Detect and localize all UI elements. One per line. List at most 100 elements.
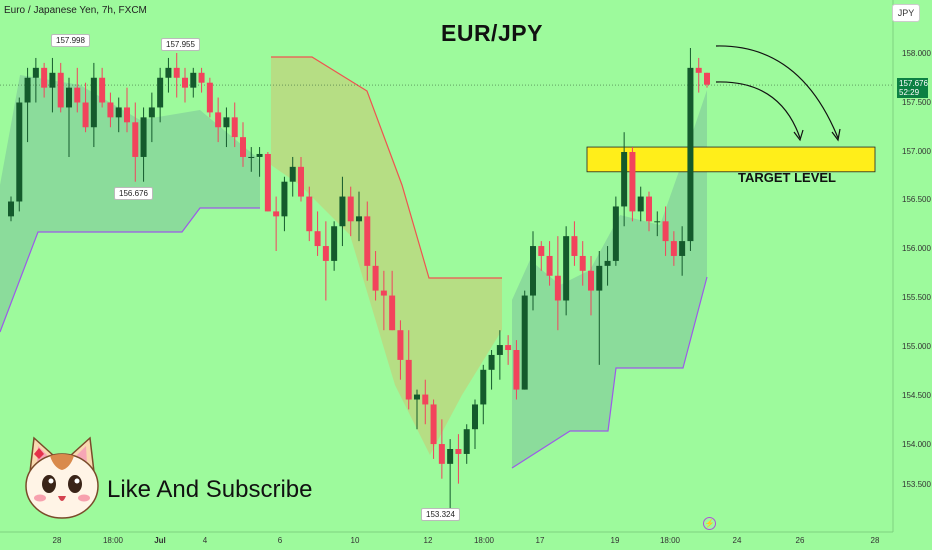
candle-body [513,350,520,390]
candle-body [389,295,396,331]
x-tick-label: 4 [203,536,208,545]
candle-body [148,107,155,118]
candle-body [273,211,280,217]
x-tick-label: 17 [536,536,545,545]
candle-body [74,87,81,103]
candle-body [563,236,570,301]
trail-lower-line [0,207,260,333]
candle-body [49,72,56,88]
current-price-label: 157.676 52:29 [897,78,928,98]
candle-body [306,196,313,232]
x-tick-label: Jul [154,536,166,545]
candle-body [397,330,404,360]
price-label-low-2: 153.324 [421,508,460,521]
x-tick-label: 28 [53,536,62,545]
candle-body [546,255,553,276]
candle-body [629,152,636,212]
candle-body [190,72,197,88]
y-tick-label: 156.000 [902,244,931,253]
arrow-head-1 [831,128,841,142]
candle-body [215,112,222,128]
candle-body [447,449,454,464]
curved-arrow-1 [715,45,839,139]
price-label-low-1: 156.676 [114,187,153,200]
candle-body [488,354,495,370]
cat-mascot-icon [25,436,99,519]
candle-body [248,156,255,158]
candle-body [646,196,652,222]
candle-body [530,246,536,296]
x-tick-label: 24 [733,536,742,545]
y-tick-label: 155.000 [902,342,931,351]
candle-body [32,67,39,78]
price-label-high-1: 157.998 [51,34,90,47]
y-tick-label: 153.500 [902,480,931,489]
candle-body [41,67,48,88]
candle-body [331,226,338,261]
x-tick-label: 26 [796,536,805,545]
candle-body [66,87,72,108]
curved-arrow-2 [715,81,801,139]
candle-body [339,196,346,227]
candle-body [198,72,205,83]
candle-body [538,246,545,256]
x-tick-label: 10 [351,536,360,545]
candle-body [256,153,263,157]
candle-body [8,201,14,217]
candle-body [322,246,329,261]
candle-body [182,77,188,88]
arrow-head-2 [793,129,804,142]
candle-body [496,345,503,355]
y-tick-label: 157.500 [902,98,931,107]
x-tick-label: 18:00 [474,536,495,545]
candle-body [554,275,561,301]
x-tick-label: 28 [871,536,880,545]
candle-body [90,77,97,128]
candle-body [679,241,686,256]
candle-body [298,166,304,197]
candle-body [231,117,238,138]
candle-body [289,166,296,182]
candle-body [281,181,288,217]
candle-body [463,429,470,454]
candle-body [430,404,437,445]
candle-body [654,221,661,223]
candle-body [264,153,271,212]
candle-body [579,255,586,271]
candle-body [612,206,619,261]
candle-body [115,107,122,118]
candle-body [16,102,23,202]
candle-body [206,82,213,113]
candle-body [521,295,528,390]
x-tick-label: 18:00 [103,536,124,545]
candle-body [621,152,628,207]
lightning-icon[interactable]: ⚡ [703,517,716,530]
current-price-value: 157.676 [899,79,928,88]
candle-body [132,122,139,157]
candle-body [438,444,445,464]
instrument-header: Euro / Japanese Yen, 7h, FXCM [4,5,147,16]
candle-body [99,77,106,103]
candle-body [173,67,180,78]
candle-body [140,117,147,157]
candle-body [505,345,512,350]
candle-body [670,241,677,256]
candle-body [57,72,64,108]
candle-body [588,270,594,291]
candle-body [223,117,230,128]
candle-body [372,265,379,291]
candle-body [107,102,114,118]
x-tick-label: 19 [611,536,620,545]
candle-body [414,394,420,400]
y-tick-label: 158.000 [902,49,931,58]
y-tick-label: 157.000 [902,147,931,156]
candle-body [364,216,371,266]
y-tick-label: 154.000 [902,440,931,449]
candle-body [687,67,694,242]
candle-body [240,137,246,157]
currency-button[interactable]: JPY [892,4,920,22]
trail-upper-fill [271,57,502,455]
candle-body [356,216,362,222]
candle-body [637,196,644,212]
